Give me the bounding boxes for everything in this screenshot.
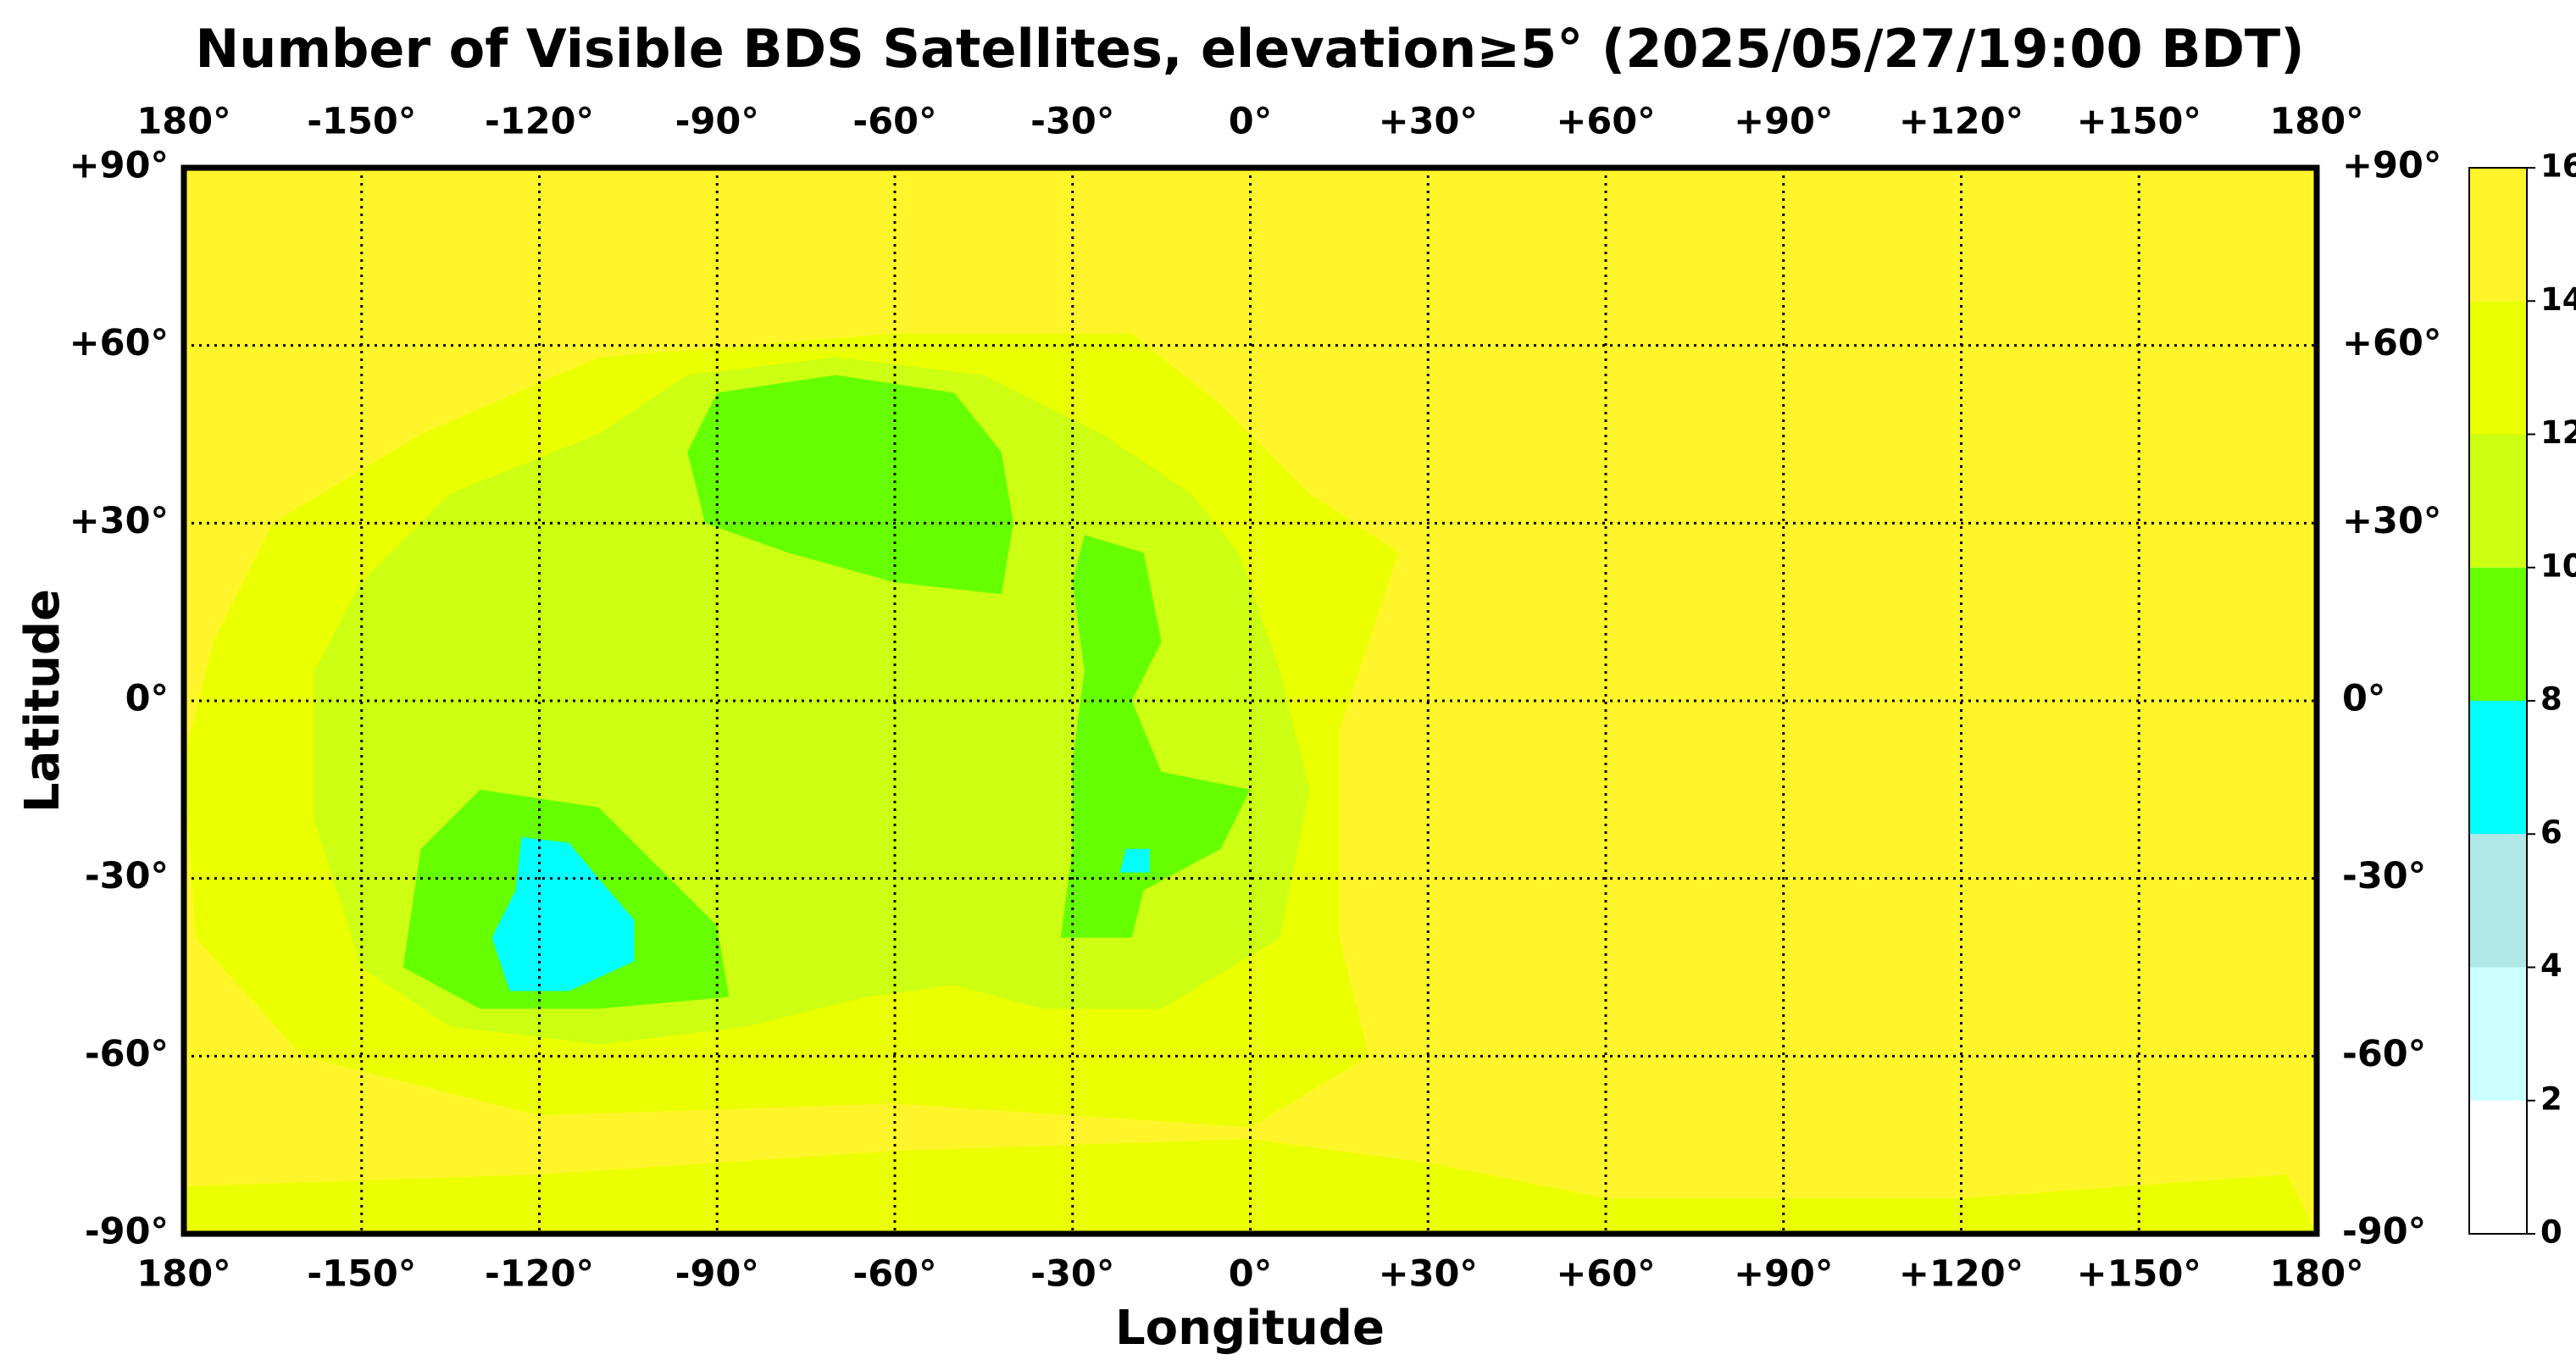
x-tick-label: 0° [1229,101,1272,143]
level-region [1119,848,1150,873]
x-tick-label: -60° [852,101,936,143]
level-region [1060,535,1251,938]
y-tick-label: +30° [2342,500,2441,542]
x-tick-label: +120° [1899,101,2024,143]
x-tick-label: -60° [852,1253,936,1296]
colorbar-tick-label: 2 [2540,1080,2562,1117]
colorbar-tick-label: 8 [2540,681,2562,718]
y-tick-label: -60° [2342,1033,2426,1075]
x-tick-label: +60° [1556,1253,1655,1296]
x-tick-label: +150° [2077,1253,2201,1296]
x-tick-label: +30° [1379,1253,1478,1296]
colorbar-tick-label: 4 [2540,947,2562,984]
level-region [491,836,635,991]
x-tick-label: -30° [1030,1253,1114,1296]
x-tick-label: +30° [1379,101,1478,143]
y-tick-label: +60° [2342,322,2441,364]
y-tick-label: 0° [2342,678,2385,720]
level-region [687,375,1013,595]
y-tick-label: -90° [2342,1211,2426,1253]
x-tick-label: +60° [1556,101,1655,143]
x-tick-label: 180° [2269,101,2363,143]
level-region [184,1139,2317,1234]
x-tick-label: -120° [485,1253,594,1296]
x-tick-label: -90° [675,1253,759,1296]
colorbar-segment [2469,701,2527,835]
y-tick-label: -60° [85,1033,169,1075]
colorbar-segment [2469,567,2527,701]
x-tick-label: 0° [1229,1253,1272,1296]
colorbar-tick-label: 0 [2540,1214,2562,1251]
colorbar-segment [2469,168,2527,302]
x-tick-label: -90° [675,101,759,143]
colorbar-tick-label: 12 [2540,414,2576,451]
chart-title: Number of Visible BDS Satellites, elevat… [195,18,2304,80]
y-tick-label: +60° [69,322,169,364]
y-axis-label: Latitude [15,589,70,813]
x-tick-label: 180° [2269,1253,2363,1296]
colorbar-segment [2469,1100,2527,1234]
x-tick-label: -150° [307,101,416,143]
x-tick-label: +150° [2077,101,2201,143]
colorbar: 0 2 4 6 8 10 12 14 16 [2468,148,2576,1251]
x-tick-label: 180° [136,101,230,143]
x-tick-label: -30° [1030,101,1114,143]
y-tick-label: 0° [125,678,169,720]
y-tick-label: -30° [2342,855,2426,897]
colorbar-segment [2469,834,2527,968]
colorbar-tick-label: 6 [2540,814,2562,851]
x-tick-label: +120° [1899,1253,2024,1296]
y-tick-label: +30° [69,500,169,542]
colorbar-tick-label: 10 [2540,547,2576,584]
colorbar-segment [2469,434,2527,568]
y-tick-label: +90° [2342,145,2441,187]
x-tick-label: -120° [485,101,594,143]
colorbar-tick-label: 16 [2540,148,2576,185]
colorbar-segment [2469,301,2527,435]
axes: 180° 180° -150° -150° -120° -120° -90° -90° -60°… [69,101,2442,1296]
x-tick-label: +90° [1734,1253,1833,1296]
x-axis-label: Longitude [1115,1301,1385,1356]
y-tick-label: -30° [85,855,169,897]
x-tick-label: -150° [307,1253,416,1296]
colorbar-tick-label: 14 [2540,281,2576,318]
y-tick-label: -90° [85,1211,169,1253]
colorbar-segment [2469,967,2527,1101]
x-tick-label: 180° [136,1253,230,1296]
field [184,168,2317,1234]
y-tick-label: +90° [69,145,169,187]
plot-frame [180,164,2320,1237]
x-tick-label: +90° [1734,101,1833,143]
